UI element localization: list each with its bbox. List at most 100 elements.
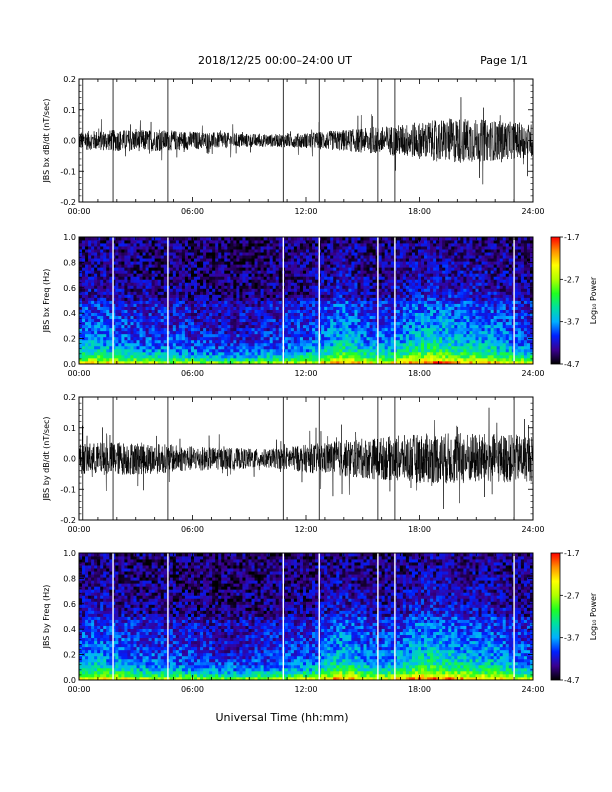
spectrogram-cell — [184, 252, 189, 256]
spectrogram-cell — [97, 255, 101, 259]
spectrogram-cell — [272, 306, 277, 310]
spectrogram-cell — [306, 342, 310, 347]
spectrogram-cell — [124, 264, 128, 268]
spectrogram-cell — [381, 330, 386, 335]
spectrogram-cell — [402, 339, 407, 344]
spectrogram-cell — [130, 294, 134, 298]
spectrogram-cell — [79, 315, 83, 320]
spectrogram-cell — [206, 264, 210, 268]
spectrogram-cell — [360, 243, 364, 247]
spectrogram-cell — [160, 282, 165, 286]
spectrogram-cell — [278, 264, 283, 268]
spectrogram-cell — [254, 357, 258, 362]
spectrogram-cell — [287, 303, 292, 307]
spectrogram-cell — [345, 258, 349, 262]
spectrogram-cell — [169, 237, 174, 241]
spectrogram-cell — [387, 282, 392, 286]
spectrogram-cell — [190, 339, 195, 344]
spectrogram-cell — [348, 237, 352, 241]
spectrogram-cell — [178, 240, 183, 244]
spectrogram-cell — [245, 357, 249, 362]
spectrogram-cell — [390, 321, 395, 326]
spectrogram-cell — [396, 297, 401, 301]
spectrogram-cell — [408, 240, 413, 244]
spectrogram-cell — [421, 351, 425, 356]
spectrogram-cell — [200, 297, 204, 301]
spectrogram-cell — [309, 357, 313, 362]
spectrogram-cell — [348, 270, 352, 274]
spectrogram-cell — [287, 249, 292, 253]
spectrogram-cell — [396, 252, 401, 256]
spectrogram-cell — [236, 243, 240, 247]
spectrogram-cell — [139, 237, 143, 241]
spectrogram-cell — [390, 360, 395, 365]
spectrogram-cell — [233, 270, 237, 274]
spectrogram-cell — [160, 315, 165, 320]
spectrogram-cell — [378, 294, 383, 298]
spectrogram-cell — [139, 348, 143, 353]
spectrogram-cell — [212, 330, 216, 335]
spectrogram-cell — [275, 327, 280, 332]
spectrogram-cell — [148, 360, 153, 365]
spectrogram-cell — [309, 354, 313, 359]
spectrogram-cell — [254, 240, 258, 244]
spectrogram-cell — [130, 321, 134, 326]
spectrogram-cell — [118, 282, 122, 286]
spectrogram-cell — [309, 291, 313, 295]
spectrogram-cell — [293, 264, 298, 268]
spectrogram-cell — [233, 312, 237, 317]
spectrogram-cell — [387, 303, 392, 307]
spectrogram-cell — [94, 348, 98, 353]
spectrogram-cell — [369, 237, 373, 241]
spectrogram-cell — [427, 360, 431, 365]
spectrogram-cell — [287, 246, 292, 250]
spectrogram-cell — [181, 336, 186, 341]
spectrogram-cell — [106, 333, 110, 338]
spectrogram-cell — [82, 324, 86, 329]
spectrogram-cell — [263, 255, 268, 259]
spectrogram-cell — [103, 270, 107, 274]
spectrogram-cell — [354, 240, 358, 244]
spectrogram-cell — [154, 255, 159, 259]
spectrogram-cell — [224, 345, 228, 350]
spectrogram-cell — [330, 252, 334, 256]
spectrogram-cell — [366, 270, 370, 274]
spectrogram-cell — [190, 276, 195, 280]
spectrogram-cell — [160, 351, 165, 356]
spectrogram-cell — [169, 258, 174, 262]
spectrogram-cell — [190, 282, 195, 286]
spectrogram-cell — [88, 351, 92, 356]
spectrogram-cell — [97, 267, 101, 271]
spectrogram-cell — [315, 324, 319, 329]
spectrogram-cell — [363, 261, 367, 265]
spectrogram-cell — [378, 351, 383, 356]
spectrogram-cell — [148, 306, 153, 310]
spectrogram-cell — [372, 270, 377, 274]
spectrogram-cell — [360, 249, 364, 253]
spectrogram-cell — [106, 273, 110, 277]
spectrogram-cell — [206, 357, 210, 362]
spectrogram-cell — [236, 321, 240, 326]
spectrogram-cell — [88, 330, 92, 335]
spectrogram-cell — [184, 357, 189, 362]
spectrogram-cell — [187, 306, 192, 310]
spectrogram-cell — [363, 246, 367, 250]
spectrogram-cell — [309, 312, 313, 317]
spectrogram-cell — [209, 252, 213, 256]
spectrogram-cell — [233, 291, 237, 295]
spectrogram-cell — [366, 282, 370, 286]
spectrogram-cell — [296, 351, 301, 356]
spectrogram-cell — [124, 252, 128, 256]
spectrogram-cell — [424, 345, 428, 350]
spectrogram-cell — [97, 273, 101, 277]
spectrogram-cell — [148, 261, 153, 265]
spectrogram-cell — [127, 294, 131, 298]
spectrogram-cell — [118, 321, 122, 326]
spectrogram-cell — [203, 282, 207, 286]
spectrogram-cell — [417, 339, 422, 344]
spectrogram-cell — [251, 255, 255, 259]
spectrogram-cell — [206, 312, 210, 317]
spectrogram-cell — [266, 318, 271, 323]
spectrogram-cell — [309, 243, 313, 247]
spectrogram-cell — [309, 297, 313, 301]
